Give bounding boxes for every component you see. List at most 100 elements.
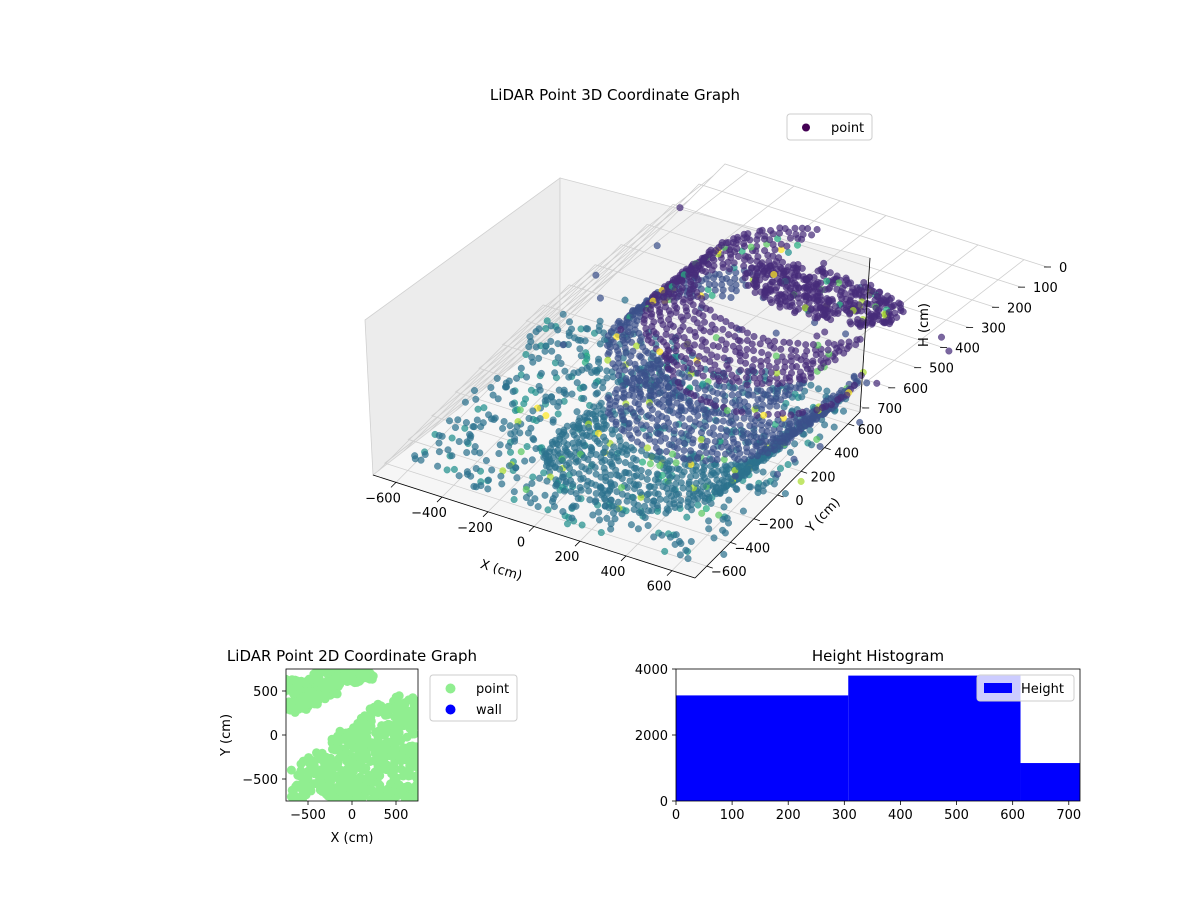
point-3d	[636, 337, 644, 345]
point-3d	[851, 290, 859, 298]
point-2d	[313, 690, 323, 699]
point-3d	[745, 483, 753, 491]
point-3d	[629, 347, 637, 355]
point-2d	[286, 705, 295, 715]
point-3d	[529, 473, 537, 481]
point-3d	[756, 374, 764, 382]
point-2d	[296, 766, 306, 776]
point-3d	[596, 340, 604, 348]
point-3d	[549, 398, 557, 406]
y-tick-label-3d: −600	[711, 565, 747, 580]
point-3d	[665, 398, 673, 406]
point-3d	[709, 388, 717, 396]
point-3d	[837, 339, 845, 347]
legend-histogram-label: Height	[1021, 682, 1064, 697]
points-2d	[286, 669, 418, 801]
point-2d	[321, 763, 331, 773]
x-tick-3d	[666, 570, 673, 576]
point-3d	[715, 511, 723, 519]
point-3d	[732, 281, 740, 289]
point-3d	[665, 347, 673, 355]
point-2d	[398, 771, 408, 781]
point-3d	[470, 423, 478, 431]
x-tick-label-3d: 600	[647, 580, 672, 595]
point-3d	[589, 511, 597, 519]
point-3d	[749, 347, 758, 355]
point-3d	[699, 380, 707, 388]
x-tick-label-histogram: 700	[1056, 808, 1081, 823]
point-3d	[618, 510, 626, 518]
point-3d	[792, 264, 800, 272]
ticks-2d: −500 0 500 −500 0 500	[242, 685, 408, 823]
point-2d	[366, 709, 375, 718]
point-3d	[641, 502, 649, 510]
point-3d	[541, 397, 549, 405]
point-3d	[693, 319, 701, 327]
point-3d	[700, 318, 709, 326]
point-3d	[739, 427, 747, 435]
point-3d	[697, 428, 706, 437]
point-3d	[701, 338, 709, 346]
point-2d	[371, 748, 381, 758]
point-3d	[692, 479, 700, 487]
point-3d	[569, 502, 577, 510]
point-3d	[666, 457, 674, 465]
point-3d	[791, 440, 799, 448]
point-2d	[407, 729, 417, 739]
y-tick-label-3d: −200	[758, 518, 794, 533]
point-3d	[621, 366, 629, 374]
z-tick-label-3d: 300	[981, 321, 1006, 336]
point-3d	[570, 444, 579, 452]
point-3d	[559, 341, 567, 349]
point-3d	[766, 386, 774, 394]
point-2d	[408, 749, 418, 759]
point-3d	[535, 474, 544, 482]
point-3d	[721, 529, 729, 537]
point-3d	[562, 478, 570, 486]
point-3d	[709, 424, 717, 432]
point-3d	[722, 318, 730, 326]
point-3d	[794, 339, 802, 347]
point-3d	[814, 385, 823, 393]
point-3d	[843, 391, 851, 399]
point-3d	[695, 405, 703, 413]
point-3d	[585, 467, 593, 475]
point-3d	[574, 494, 582, 502]
point-2d	[357, 755, 367, 765]
point-3d	[782, 278, 790, 286]
point-3d	[645, 483, 653, 491]
point-3d	[830, 423, 838, 431]
point-3d	[686, 415, 694, 423]
point-3d	[728, 371, 736, 379]
point-3d	[770, 480, 778, 488]
point-3d	[795, 409, 803, 417]
point-3d	[786, 303, 794, 311]
point-3d	[610, 453, 618, 461]
point-3d	[807, 441, 816, 449]
point-3d	[499, 424, 507, 432]
histogram-bar	[676, 695, 849, 801]
point-3d	[610, 443, 618, 451]
point-3d	[747, 243, 755, 251]
point-3d	[774, 410, 782, 419]
point-3d	[448, 452, 456, 460]
point-3d	[814, 267, 822, 275]
point-3d	[712, 402, 720, 410]
point-3d	[671, 540, 679, 548]
point-3d	[698, 509, 706, 517]
point-3d	[588, 447, 596, 455]
point-3d	[802, 276, 810, 284]
point-3d	[748, 340, 756, 348]
point-3d	[697, 442, 706, 450]
point-3d	[597, 473, 605, 481]
point-3d	[634, 429, 642, 437]
point-3d	[740, 230, 748, 238]
point-3d	[764, 337, 772, 345]
point-3d	[706, 358, 714, 366]
point-3d	[560, 487, 568, 495]
point-3d	[767, 445, 775, 453]
point-3d	[741, 274, 749, 282]
point-3d	[673, 464, 681, 473]
point-3d	[580, 394, 588, 403]
point-3d	[445, 417, 454, 425]
